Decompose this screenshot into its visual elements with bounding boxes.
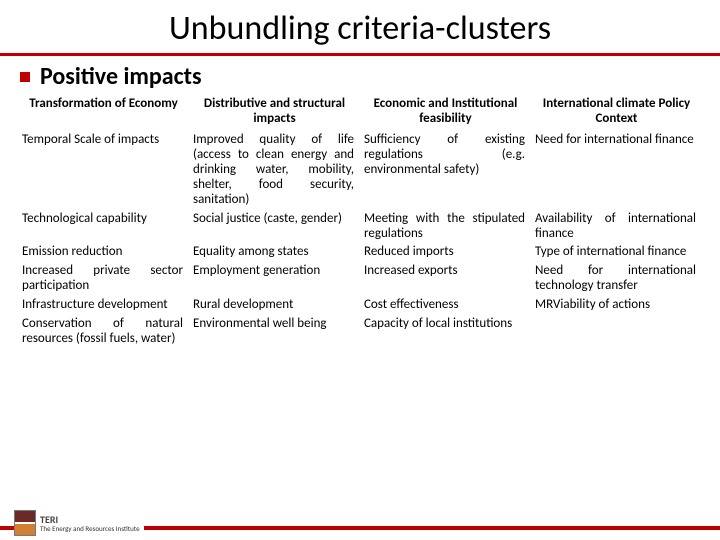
- cell: Capacity of local institutions: [360, 315, 531, 349]
- cell: Equality among states: [189, 243, 360, 262]
- teri-logo-icon: [14, 510, 36, 536]
- cell: Sufficiency of existing regulations (e.g…: [360, 131, 531, 210]
- criteria-table-wrap: Transformation of Economy Distributive a…: [0, 95, 720, 349]
- table-header-row: Transformation of Economy Distributive a…: [18, 95, 702, 131]
- cell: Employment generation: [189, 262, 360, 296]
- criteria-table: Transformation of Economy Distributive a…: [18, 95, 702, 349]
- cell: Availability of international finance: [531, 210, 702, 244]
- cell: Rural development: [189, 296, 360, 315]
- title-underline: [0, 53, 720, 56]
- cell: Need for international technology transf…: [531, 262, 702, 296]
- table-row: Conservation of natural resources (fossi…: [18, 315, 702, 349]
- cell: Social justice (caste, gender): [189, 210, 360, 244]
- table-row: Increased private sector participation E…: [18, 262, 702, 296]
- slide-subtitle: Positive impacts: [40, 62, 202, 91]
- cell: Need for international finance: [531, 131, 702, 210]
- table-row: Temporal Scale of impacts Improved quali…: [18, 131, 702, 210]
- table-row: Infrastructure development Rural develop…: [18, 296, 702, 315]
- slide-title: Unbundling criteria-clusters: [0, 0, 720, 53]
- cell: Improved quality of life (access to clea…: [189, 131, 360, 210]
- cell: Meeting with the stipulated regulations: [360, 210, 531, 244]
- cell: Increased private sector participation: [18, 262, 189, 296]
- table-row: Emission reduction Equality among states…: [18, 243, 702, 262]
- cell: MRViability of actions: [531, 296, 702, 315]
- cell: Cost effectiveness: [360, 296, 531, 315]
- cell: Increased exports: [360, 262, 531, 296]
- header-col-3: Economic and Institutional feasibility: [360, 95, 531, 131]
- subtitle-row: Positive impacts: [0, 56, 720, 95]
- header-col-1: Transformation of Economy: [18, 95, 189, 131]
- logo-tagline: The Energy and Resources Institute: [40, 524, 140, 533]
- bullet-icon: [20, 72, 30, 82]
- cell: Type of international finance: [531, 243, 702, 262]
- cell: Infrastructure development: [18, 296, 189, 315]
- header-col-4: International climate Policy Context: [531, 95, 702, 131]
- table-row: Technological capability Social justice …: [18, 210, 702, 244]
- cell: Temporal Scale of impacts: [18, 131, 189, 210]
- cell: Technological capability: [18, 210, 189, 244]
- cell: Reduced imports: [360, 243, 531, 262]
- cell: Environmental well being: [189, 315, 360, 349]
- cell: Conservation of natural resources (fossi…: [18, 315, 189, 349]
- title-bar: Unbundling criteria-clusters: [0, 0, 720, 56]
- header-col-2: Distributive and structural impacts: [189, 95, 360, 131]
- cell: [531, 315, 702, 349]
- teri-logo: TERI The Energy and Resources Institute: [14, 510, 144, 536]
- cell: Emission reduction: [18, 243, 189, 262]
- teri-logo-text: TERI The Energy and Resources Institute: [40, 515, 140, 532]
